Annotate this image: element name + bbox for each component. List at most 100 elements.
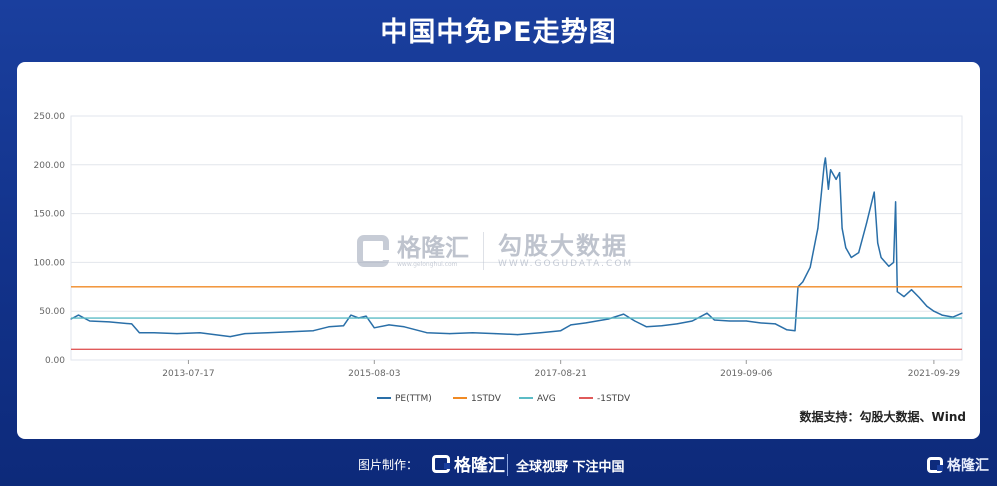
data-source: 数据支持：勾股大数据、Wind <box>799 410 966 424</box>
series-line-pe <box>70 157 963 338</box>
data-point <box>585 322 587 324</box>
data-point <box>827 188 829 190</box>
data-point <box>373 327 375 329</box>
page-title: 中国中免PE走势图 <box>380 17 617 48</box>
data-point <box>841 227 843 229</box>
data-point <box>290 331 292 333</box>
data-point <box>823 164 825 166</box>
x-tick-label: 2019-09-06 <box>720 369 773 379</box>
data-point <box>850 256 852 259</box>
data-point <box>877 242 879 244</box>
data-point <box>645 326 648 328</box>
footer-logo: 格隆汇 <box>432 451 505 476</box>
data-point <box>894 201 897 203</box>
pe-chart: 0.00 50.00 100.00 150.00 200.00 250.00 2013-0… <box>34 112 963 404</box>
data-point <box>910 289 913 291</box>
data-point <box>835 178 837 181</box>
data-point <box>244 333 246 335</box>
corner-brand: 格隆汇 <box>947 458 989 474</box>
data-point <box>880 256 882 259</box>
data-point <box>365 315 367 317</box>
data-point <box>774 323 776 325</box>
legend-label-pe: PE(TTM) <box>395 394 432 404</box>
data-point <box>896 291 898 293</box>
x-tick-label: 2013-07-17 <box>162 369 214 379</box>
y-tick-label: 150.00 <box>34 210 66 220</box>
footer: 图片制作： 格隆汇 全球视野 下注中国 <box>0 448 997 486</box>
data-point <box>824 157 827 159</box>
y-tick-label: 100.00 <box>34 258 66 268</box>
data-point <box>634 320 636 322</box>
corner-logo-icon <box>927 457 943 473</box>
data-point <box>471 332 474 334</box>
data-point <box>941 314 943 316</box>
series-lines <box>70 157 963 350</box>
watermark-logo-icon <box>357 235 389 267</box>
data-point <box>785 329 788 331</box>
data-point <box>961 312 963 314</box>
watermark-partner: 勾股大数据 <box>498 232 628 260</box>
data-point <box>131 323 133 325</box>
data-point <box>494 333 496 335</box>
data-point <box>560 330 562 332</box>
data-point <box>713 319 716 321</box>
data-point <box>903 295 905 298</box>
data-point <box>388 324 390 326</box>
watermark-brand: 格隆汇 <box>397 233 469 262</box>
data-point <box>729 320 731 322</box>
data-point <box>89 320 91 322</box>
y-tick-label: 250.00 <box>34 112 66 122</box>
legend: PE(TTM) 1STDV AVG -1STDV <box>377 394 631 404</box>
data-point <box>176 333 178 335</box>
legend-label-plus1std: 1STDV <box>471 394 502 404</box>
data-point <box>676 323 678 325</box>
data-point <box>661 325 663 327</box>
data-point <box>858 252 860 254</box>
data-point <box>77 314 80 316</box>
data-point <box>570 324 572 326</box>
data-point <box>153 332 155 334</box>
data-point <box>229 335 231 338</box>
data-point <box>926 305 928 307</box>
data-point <box>809 266 811 268</box>
data-point <box>517 334 519 336</box>
data-point <box>342 325 345 327</box>
y-axis-ticks: 0.00 50.00 100.00 150.00 200.00 250.00 <box>34 112 66 366</box>
x-tick-label: 2015-08-03 <box>348 369 400 379</box>
chart-card: 0.00 50.00 100.00 150.00 200.00 250.00 2013-0… <box>17 62 980 439</box>
data-point <box>918 296 920 299</box>
data-point <box>426 332 428 334</box>
data-point <box>802 281 804 283</box>
data-point <box>449 333 451 335</box>
data-point <box>745 320 747 322</box>
corner-logo: 格隆汇 <box>927 455 989 475</box>
watermark-partner-url: WWW.GOGUDATA.COM <box>498 259 634 269</box>
x-axis-ticks: 2013-07-17 2015-08-03 2017-08-21 2019-09-06… <box>162 360 960 379</box>
logo-icon <box>432 454 450 473</box>
data-point <box>199 332 201 334</box>
data-point <box>267 332 269 334</box>
data-point <box>539 332 542 334</box>
data-point <box>838 172 841 174</box>
data-point <box>328 326 330 328</box>
watermark-brand-url: www.gelonghui.com <box>397 260 458 268</box>
data-point <box>933 310 935 312</box>
data-point <box>108 321 110 323</box>
data-point <box>865 222 868 224</box>
data-point <box>138 332 141 334</box>
data-point <box>892 261 895 263</box>
data-point <box>623 313 625 315</box>
grid-lines <box>70 115 963 361</box>
watermark: 格隆汇 www.gelonghui.com 勾股大数据 WWW.GOGUDATA… <box>357 232 633 270</box>
data-point <box>706 312 708 314</box>
data-point <box>873 191 875 193</box>
data-point <box>350 314 352 316</box>
y-tick-label: 50.00 <box>39 307 65 317</box>
data-point <box>691 320 693 322</box>
x-tick-label: 2017-08-21 <box>535 369 587 379</box>
x-tick-label: 2021-09-29 <box>908 369 961 379</box>
data-point <box>817 227 819 229</box>
footer-slogan: 全球视野 下注中国 <box>516 460 625 475</box>
footer-divider <box>507 454 508 476</box>
footer-brand: 格隆汇 <box>454 456 505 476</box>
